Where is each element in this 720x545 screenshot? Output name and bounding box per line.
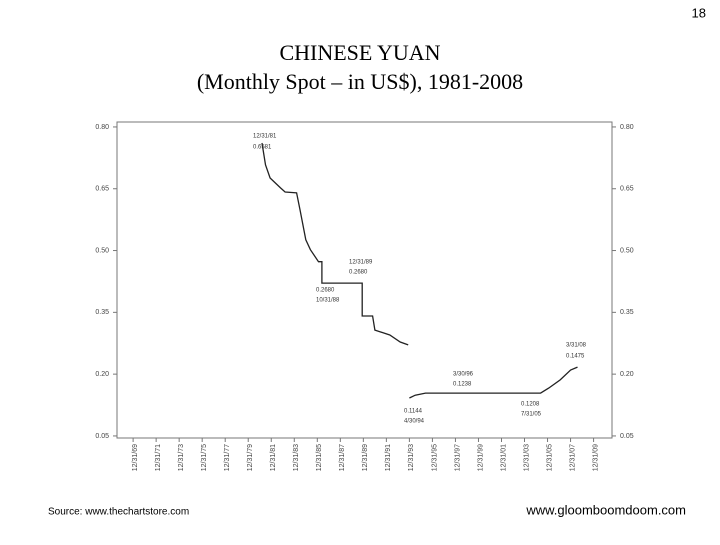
chart-title: CHINESE YUAN (279, 40, 440, 65)
y-tick-label: 0.65 (95, 186, 109, 193)
chart-subtitle: (Monthly Spot – in US$), 1981-2008 (197, 69, 523, 94)
line-series (261, 142, 578, 399)
x-tick-label: 12/31/91 (385, 444, 392, 471)
annotation: 12/31/89 (349, 260, 373, 266)
y-tick-label: 0.50 (95, 247, 109, 254)
x-tick-label: 12/31/69 (132, 444, 139, 471)
y2-tick-label: 0.65 (620, 186, 634, 193)
x-tick-label: 12/31/93 (408, 444, 415, 471)
annotation: 10/31/88 (316, 298, 340, 304)
annotation: 4/30/94 (404, 419, 425, 425)
x-tick-label: 12/31/77 (224, 444, 231, 471)
x-tick-label: 12/31/75 (201, 444, 208, 471)
x-tick-label: 12/31/83 (293, 444, 300, 471)
source: Source: www.thechartstore.com (48, 507, 189, 518)
x-tick-label: 12/31/01 (500, 444, 507, 471)
x-tick-label: 12/31/05 (546, 444, 553, 471)
y2-tick-label: 0.35 (620, 309, 634, 316)
plot-frame (116, 121, 613, 439)
annotation: 0.1208 (521, 402, 540, 408)
annotation: 12/31/81 (253, 134, 277, 140)
x-tick-label: 12/31/71 (155, 444, 162, 471)
y-tick-label: 0.20 (95, 371, 109, 378)
annotation: 0.6581 (253, 145, 272, 151)
x-tick-label: 12/31/89 (362, 444, 369, 471)
x-tick-label: 12/31/03 (523, 444, 530, 471)
annotation: 7/31/05 (521, 412, 542, 418)
y-tick-label: 0.05 (95, 433, 109, 440)
x-tick-label: 12/31/99 (477, 444, 484, 471)
x-tick-label: 12/31/79 (247, 444, 254, 471)
x-tick-label: 12/31/95 (431, 444, 438, 471)
x-tick-label: 12/31/87 (339, 444, 346, 471)
y-tick-label: 0.80 (95, 124, 109, 131)
annotation: 0.1475 (566, 354, 585, 360)
annotation: 0.2680 (316, 288, 335, 294)
y2-tick-label: 0.50 (620, 247, 634, 254)
x-tick-label: 12/31/73 (178, 444, 185, 471)
y2-tick-label: 0.05 (620, 433, 634, 440)
y2-tick-label: 0.80 (620, 124, 634, 131)
x-tick-label: 12/31/85 (316, 444, 323, 471)
x-tick-label: 12/31/07 (569, 444, 576, 471)
annotation: 3/30/96 (453, 372, 474, 378)
x-tick-label: 12/31/97 (454, 444, 461, 471)
annotation: 0.2680 (349, 270, 368, 276)
annotation: 3/31/08 (566, 343, 587, 349)
y2-tick-label: 0.20 (620, 371, 634, 378)
website: www.gloomboomdoom.com (525, 502, 686, 517)
x-tick-label: 12/31/81 (270, 444, 277, 471)
page-number: 18 (692, 5, 706, 20)
annotation: 0.1238 (453, 382, 472, 388)
y-tick-label: 0.35 (95, 309, 109, 316)
annotation: 0.1144 (404, 409, 423, 415)
x-tick-label: 12/31/09 (592, 444, 599, 471)
